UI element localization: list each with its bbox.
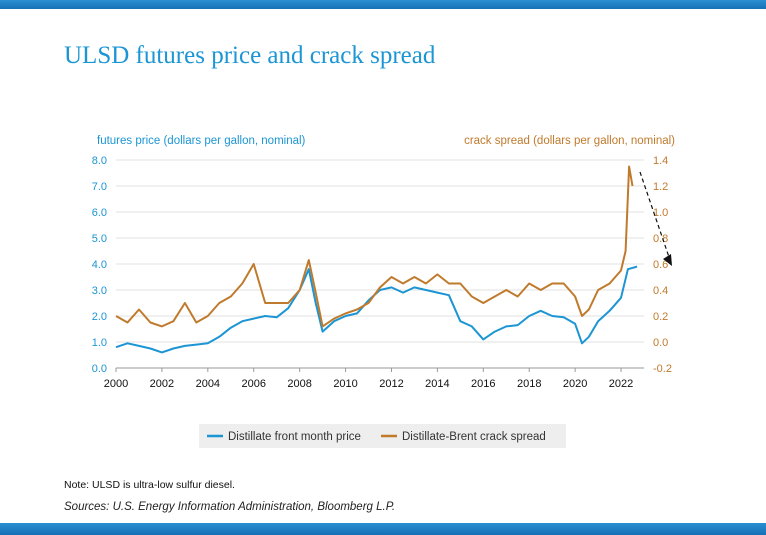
x-tick-label: 2010 (333, 378, 357, 390)
price-series-line (115, 265, 638, 354)
legend: Distillate front month price Distillate-B… (199, 424, 566, 448)
left-tick-label: 5.0 (92, 233, 107, 245)
right-tick-label: 1.4 (653, 155, 668, 167)
x-tick-label: 2006 (241, 378, 265, 390)
annotation-arrow (639, 171, 672, 266)
left-axis-title: futures price (dollars per gallon, nomin… (97, 135, 306, 147)
left-tick-label: 0.0 (92, 363, 107, 375)
right-tick-label: 0.8 (653, 233, 668, 245)
grid (116, 159, 644, 369)
x-tick-label: 2012 (379, 378, 403, 390)
series-lines (115, 165, 638, 354)
right-tick-label: 1.2 (653, 181, 668, 193)
x-tick-label: 2004 (196, 378, 220, 390)
page-title: ULSD futures price and crack spread (64, 42, 436, 69)
right-tick-label: 0.6 (653, 259, 668, 271)
right-axis-title: crack spread (dollars per gallon, nomina… (464, 135, 675, 147)
left-tick-label: 1.0 (92, 337, 107, 349)
footnote: Note: ULSD is ultra-low sulfur diesel. (64, 479, 235, 491)
x-tick-label: 2014 (425, 378, 449, 390)
x-tick-label: 2018 (517, 378, 541, 390)
x-tick-label: 2022 (609, 378, 633, 390)
axis-ticks: 0.0 1.0 2.0 3.0 4.0 5.0 6.0 7.0 8.0 -0.2 0.0 0.2 0.4… (92, 155, 672, 390)
sources: Sources: U.S. Energy Information Adminis… (64, 501, 396, 513)
crack-series-line (115, 165, 634, 328)
bottom-accent-bar (0, 523, 766, 535)
x-tick-label: 2000 (104, 378, 128, 390)
left-tick-label: 2.0 (92, 311, 107, 323)
arrowhead-icon (663, 254, 672, 266)
right-tick-label: 0.4 (653, 285, 668, 297)
right-tick-label: 0.2 (653, 311, 668, 323)
x-tick-label: 2008 (287, 378, 311, 390)
left-tick-label: 6.0 (92, 207, 107, 219)
right-tick-label: 0.0 (653, 337, 668, 349)
left-tick-label: 8.0 (92, 155, 107, 167)
right-tick-label: -0.2 (653, 363, 672, 375)
top-accent-bar (0, 0, 766, 9)
x-tick-label: 2002 (150, 378, 174, 390)
x-tick-label: 2016 (471, 378, 495, 390)
left-tick-label: 7.0 (92, 181, 107, 193)
legend-label-price: Distillate front month price (228, 431, 361, 443)
legend-label-crack: Distillate-Brent crack spread (402, 431, 546, 443)
x-tick-label: 2020 (563, 378, 587, 390)
left-tick-label: 3.0 (92, 285, 107, 297)
left-tick-label: 4.0 (92, 259, 107, 271)
annotation-dashed-line (639, 171, 671, 261)
right-tick-label: 1.0 (653, 207, 668, 219)
